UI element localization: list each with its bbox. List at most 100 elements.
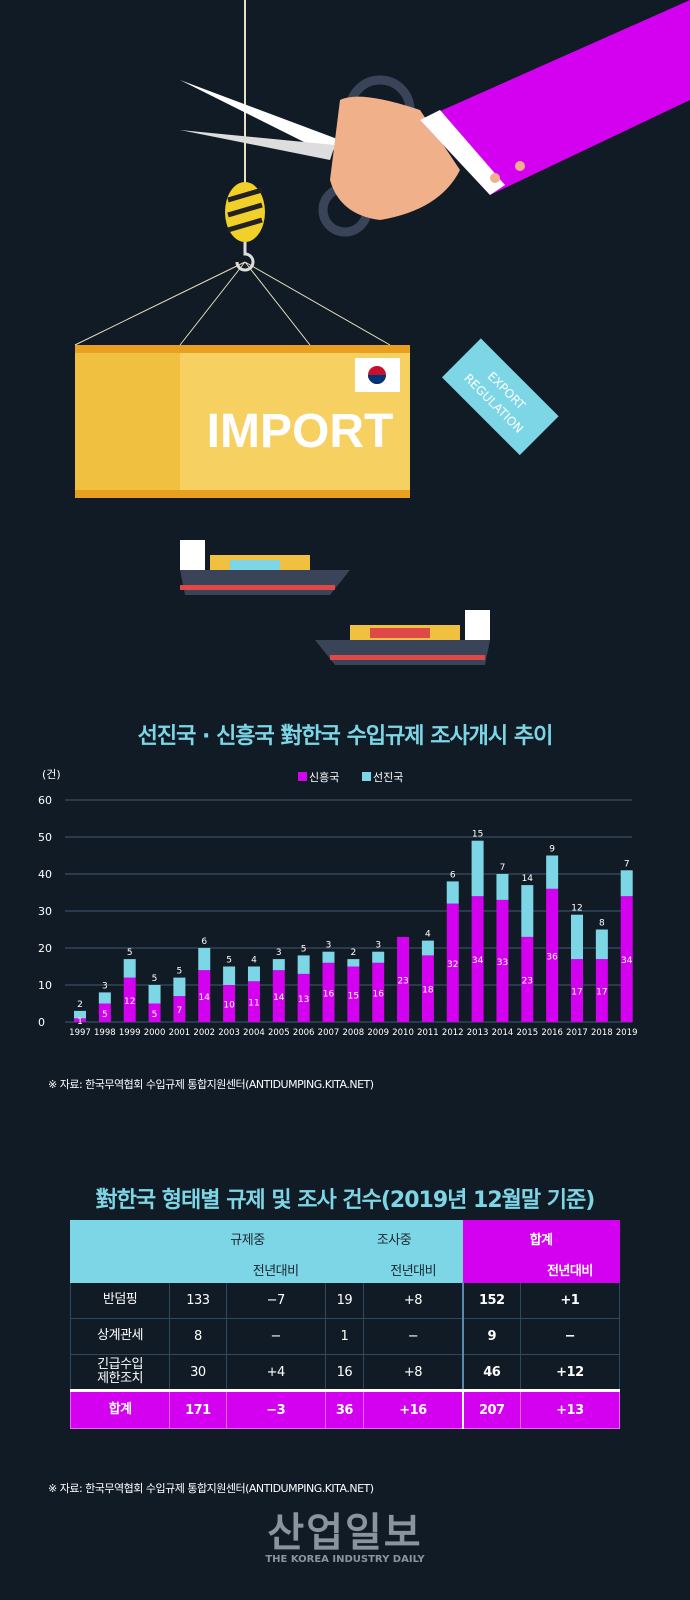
- table-cell: +8: [363, 1354, 464, 1391]
- data-label: 5: [152, 974, 158, 984]
- data-label: 32: [447, 960, 458, 970]
- data-label: 15: [348, 991, 359, 1001]
- data-label: 3: [326, 941, 332, 951]
- y-tick-label: 40: [38, 868, 52, 881]
- bar-emerging: [223, 985, 236, 1022]
- table-cell: +1: [519, 1282, 621, 1319]
- bar-emerging: [446, 903, 459, 1022]
- data-label: 18: [422, 986, 434, 996]
- data-label: 17: [596, 988, 607, 998]
- chart-source: ※ 자료: 한국무역협회 수입규제 통합지원센터(ANTIDUMPING.KIT…: [48, 1078, 374, 1091]
- bar-emerging: [620, 896, 633, 1022]
- y-tick-label: 50: [38, 831, 52, 844]
- data-label: 12: [571, 904, 582, 914]
- bar-emerging: [148, 1003, 161, 1022]
- x-tick-label: 2003: [218, 1028, 240, 1038]
- chart-title: 선진국 · 신흥국 對한국 수입규제 조사개시 추이: [137, 724, 554, 749]
- bar-advanced: [297, 955, 310, 974]
- bar-advanced: [98, 992, 111, 1004]
- table-cell: −: [225, 1318, 326, 1355]
- bar-advanced: [322, 951, 335, 963]
- table-cell: 171: [169, 1389, 227, 1429]
- bar-advanced: [123, 959, 136, 978]
- table-cell: 207: [461, 1389, 521, 1429]
- data-label: 3: [102, 981, 108, 991]
- x-tick-label: 2016: [541, 1028, 563, 1038]
- data-label: 11: [248, 999, 259, 1009]
- bar-emerging: [421, 955, 434, 1022]
- data-label: 10: [223, 1001, 235, 1011]
- table-cell: +8: [363, 1282, 464, 1319]
- bar-emerging: [173, 996, 186, 1022]
- x-tick-label: 2001: [169, 1028, 191, 1038]
- container-icon: IMPORT: [75, 345, 410, 498]
- x-tick-label: 2007: [318, 1028, 340, 1038]
- data-label: 6: [450, 870, 456, 880]
- x-tick-label: 2012: [442, 1028, 464, 1038]
- table-cell: 30: [169, 1354, 227, 1391]
- table-row: 합계 171 −3 36 +16 207 +13: [69, 1389, 621, 1429]
- data-label: 5: [127, 948, 133, 958]
- x-tick-label: 2013: [467, 1028, 489, 1038]
- table-row: 긴급수입 제한조치 30 +4 16 +8 46 +12: [69, 1354, 621, 1391]
- table-row: 상계관세 8−1−9−: [69, 1318, 621, 1355]
- table-cell: 46: [461, 1354, 521, 1391]
- bar-emerging: [198, 970, 211, 1022]
- data-label: 14: [273, 993, 285, 1003]
- bar-emerging: [372, 962, 385, 1022]
- data-label: 14: [199, 993, 211, 1003]
- data-label: 7: [177, 1006, 183, 1016]
- bar-advanced: [198, 948, 211, 971]
- table-cell: 36: [324, 1389, 365, 1429]
- x-tick-label: 2005: [268, 1028, 290, 1038]
- table-cell: 19: [324, 1282, 365, 1319]
- x-tick-label: 2008: [343, 1028, 365, 1038]
- bar-advanced: [546, 855, 559, 889]
- ship-icon: [180, 540, 350, 595]
- table-title: 對한국 형태별 규제 및 조사 건수(2019년 12월말 기준): [95, 1188, 596, 1213]
- x-tick-label: 2018: [591, 1028, 613, 1038]
- table-cell: +13: [519, 1389, 621, 1429]
- data-label: 12: [124, 997, 135, 1007]
- table-cell: −: [519, 1318, 621, 1355]
- data-label: 3: [375, 941, 381, 951]
- table-cell: 133: [169, 1282, 227, 1319]
- container-label: IMPORT: [207, 405, 394, 458]
- table-cell: 9: [461, 1318, 521, 1355]
- regulation-table: 규제중 조사중 합계 전년대비 전년대비 전년대비 반덤핑 133 −7 19 +8 152 +1 상…: [69, 1220, 621, 1429]
- legend-label: 신흥국: [309, 770, 339, 784]
- data-label: 34: [472, 956, 484, 966]
- data-label: 5: [301, 944, 307, 954]
- bar-emerging: [471, 896, 484, 1022]
- table-source: ※ 자료: 한국무역협회 수입규제 통합지원센터(ANTIDUMPING.KIT…: [48, 1482, 374, 1495]
- data-label: 4: [251, 956, 257, 966]
- x-tick-label: 2000: [144, 1028, 166, 1038]
- crane-hook-icon: [225, 182, 265, 272]
- bar-emerging: [247, 981, 260, 1022]
- bar-advanced: [421, 940, 434, 956]
- table-cell: +4: [225, 1354, 326, 1391]
- bar-emerging: [347, 966, 360, 1022]
- bar-advanced: [347, 959, 360, 967]
- x-tick-label: 2006: [293, 1028, 315, 1038]
- x-tick-label: 1997: [69, 1028, 91, 1038]
- table-cell: −: [363, 1318, 464, 1355]
- sleeve-icon: [420, 0, 690, 195]
- x-tick-label: 2019: [616, 1028, 638, 1038]
- x-tick-label: 2015: [516, 1028, 538, 1038]
- table-cell: −3: [225, 1389, 326, 1429]
- bar-emerging: [595, 959, 608, 1022]
- bar-advanced: [148, 985, 161, 1004]
- bar-emerging: [546, 888, 559, 1022]
- ship-icon: [315, 610, 490, 665]
- bar-advanced: [595, 929, 608, 960]
- bar-emerging: [272, 970, 285, 1022]
- data-label: 13: [298, 995, 309, 1005]
- data-label: 23: [522, 976, 533, 986]
- data-label: 8: [599, 919, 605, 929]
- table-cell: 8: [169, 1318, 227, 1355]
- unit-label: (건): [42, 768, 61, 781]
- bar-emerging: [98, 1003, 111, 1022]
- x-tick-label: 2004: [243, 1028, 265, 1038]
